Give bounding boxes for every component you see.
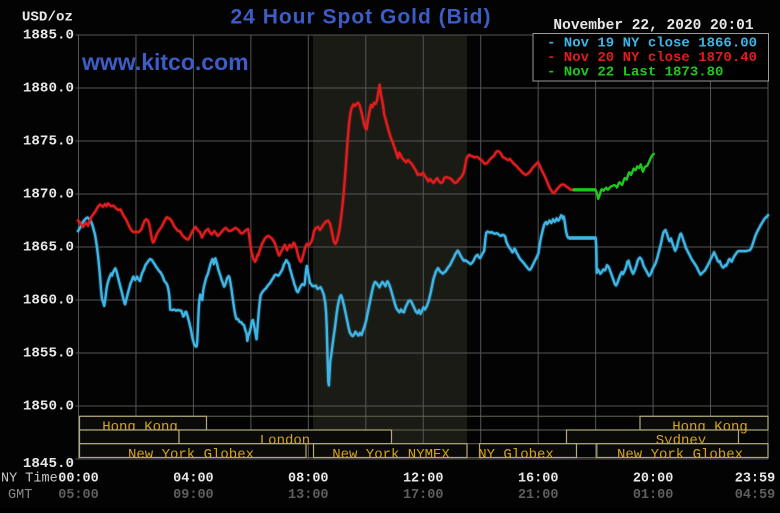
svg-text:NY Time: NY Time	[1, 472, 58, 487]
svg-text:1885.0: 1885.0	[23, 28, 74, 44]
svg-text:New York Globex: New York Globex	[617, 447, 743, 463]
svg-text:21:00: 21:00	[518, 488, 559, 503]
svg-text:1865.0: 1865.0	[23, 240, 74, 256]
svg-text:- Nov 20 NY close 1870.40: - Nov 20 NY close 1870.40	[547, 50, 757, 66]
svg-text:New York NYMEX: New York NYMEX	[332, 447, 450, 463]
svg-text:08:00: 08:00	[288, 472, 329, 487]
svg-text:1870.0: 1870.0	[23, 187, 74, 203]
svg-text:00:00: 00:00	[58, 472, 99, 487]
svg-text:09:00: 09:00	[173, 488, 214, 503]
svg-text:GMT: GMT	[8, 488, 32, 503]
svg-text:www.kitco.com: www.kitco.com	[81, 49, 249, 75]
svg-text:01:00: 01:00	[633, 488, 674, 503]
svg-text:1875.0: 1875.0	[23, 134, 74, 150]
svg-text:- Nov 19 NY close 1866.00: - Nov 19 NY close 1866.00	[547, 36, 757, 52]
svg-text:New York Globex: New York Globex	[128, 447, 254, 463]
svg-text:1850.0: 1850.0	[23, 399, 74, 415]
svg-text:12:00: 12:00	[403, 472, 444, 487]
svg-text:05:00: 05:00	[58, 488, 99, 503]
svg-text:November 22, 2020 20:01: November 22, 2020 20:01	[553, 18, 753, 34]
svg-text:24 Hour Spot Gold (Bid): 24 Hour Spot Gold (Bid)	[231, 6, 492, 29]
svg-text:23:59: 23:59	[735, 472, 776, 487]
svg-text:20:00: 20:00	[633, 472, 674, 487]
svg-text:NY Globex: NY Globex	[478, 447, 554, 463]
svg-text:1855.0: 1855.0	[23, 346, 74, 362]
svg-text:04:59: 04:59	[735, 488, 776, 503]
svg-text:- Nov 22 Last 1873.80: - Nov 22 Last 1873.80	[547, 65, 723, 81]
svg-text:13:00: 13:00	[288, 488, 329, 503]
svg-text:1880.0: 1880.0	[23, 81, 74, 97]
svg-text:USD/oz: USD/oz	[22, 10, 73, 26]
svg-text:16:00: 16:00	[518, 472, 559, 487]
svg-text:1845.0: 1845.0	[23, 456, 74, 472]
svg-text:04:00: 04:00	[173, 472, 214, 487]
svg-text:17:00: 17:00	[403, 488, 444, 503]
svg-text:1860.0: 1860.0	[23, 293, 74, 309]
